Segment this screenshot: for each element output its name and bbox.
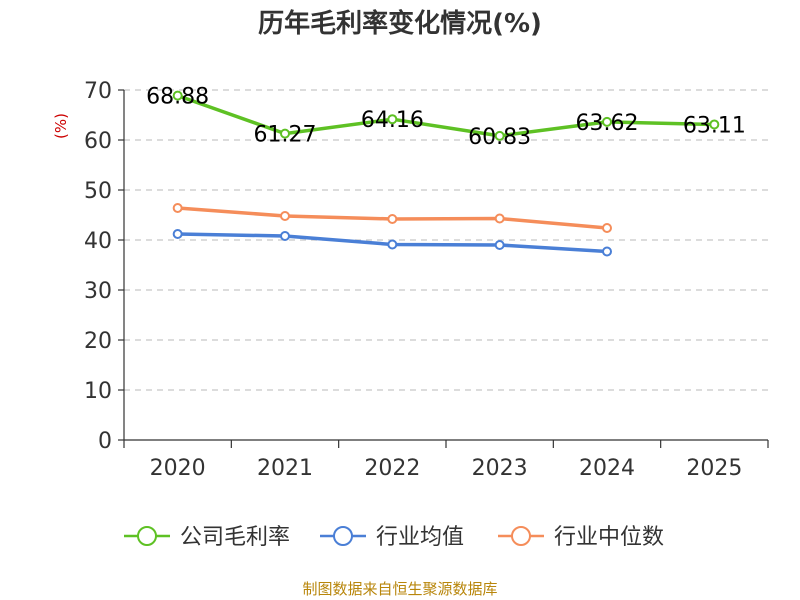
y-tick-label: 60 — [84, 129, 112, 154]
legend-label: 行业均值 — [376, 525, 464, 550]
data-point[interactable] — [387, 239, 398, 250]
y-tick-label: 0 — [98, 429, 112, 454]
data-label: 63.62 — [576, 111, 639, 136]
data-point[interactable] — [709, 119, 720, 130]
x-tick-label: 2020 — [150, 456, 206, 481]
series-group — [172, 90, 720, 257]
source-note: 制图数据来自恒生聚源数据库 — [302, 580, 497, 598]
data-point[interactable] — [602, 223, 612, 233]
x-tick-label: 2024 — [579, 456, 635, 481]
y-tick-label: 30 — [84, 279, 112, 304]
x-tick-label: 2025 — [686, 456, 742, 481]
data-point[interactable] — [387, 114, 398, 125]
data-label: 64.16 — [361, 108, 424, 133]
data-point[interactable] — [172, 90, 183, 101]
data-point[interactable] — [172, 229, 183, 239]
legend-item-0[interactable]: 公司毛利率 — [124, 525, 290, 550]
legend-marker — [333, 526, 353, 546]
data-labels: 68.88 61.27 64.16 60.83 63.62 63.11 — [146, 85, 746, 150]
data-point[interactable] — [494, 130, 505, 141]
axes — [118, 89, 769, 448]
x-tick-label: 2023 — [472, 456, 528, 481]
gridlines — [124, 89, 768, 391]
x-tick-label: 2022 — [364, 456, 420, 481]
data-point[interactable] — [280, 128, 290, 139]
data-point[interactable] — [602, 246, 612, 257]
legend-item-1[interactable]: 行业均值 — [320, 525, 464, 550]
legend-marker — [137, 526, 157, 546]
legend-item-2[interactable]: 行业中位数 — [498, 525, 664, 550]
data-label: 61.27 — [254, 123, 317, 148]
data-point[interactable] — [602, 116, 612, 127]
series-line-0 — [177, 93, 715, 138]
data-point[interactable] — [494, 213, 505, 224]
x-tick-labels: 2020 2021 2022 2023 2024 2025 — [150, 456, 743, 481]
data-point[interactable] — [172, 203, 183, 213]
data-point[interactable] — [280, 211, 290, 221]
data-label: 68.88 — [146, 85, 209, 110]
legend-marker — [511, 526, 531, 546]
chart-title: 历年毛利率变化情况(%) — [258, 8, 542, 39]
y-tick-label: 50 — [84, 179, 112, 204]
data-point[interactable] — [280, 231, 290, 241]
legend[interactable]: 公司毛利率 行业均值 行业中位数 — [124, 525, 664, 550]
legend-label: 公司毛利率 — [180, 525, 290, 550]
legend-label: 行业中位数 — [554, 525, 664, 550]
y-tick-label: 70 — [84, 79, 112, 104]
y-tick-label: 20 — [84, 329, 112, 354]
data-point[interactable] — [387, 214, 398, 224]
y-tick-label: 40 — [84, 229, 112, 254]
y-tick-label: 10 — [84, 379, 112, 404]
y-axis-label: (%) — [52, 113, 70, 139]
data-label: 63.11 — [683, 113, 746, 138]
data-label: 60.83 — [468, 125, 531, 150]
data-point[interactable] — [494, 240, 505, 250]
y-tick-labels: 0 10 20 30 40 50 60 70 — [84, 79, 112, 454]
x-tick-label: 2021 — [257, 456, 313, 481]
